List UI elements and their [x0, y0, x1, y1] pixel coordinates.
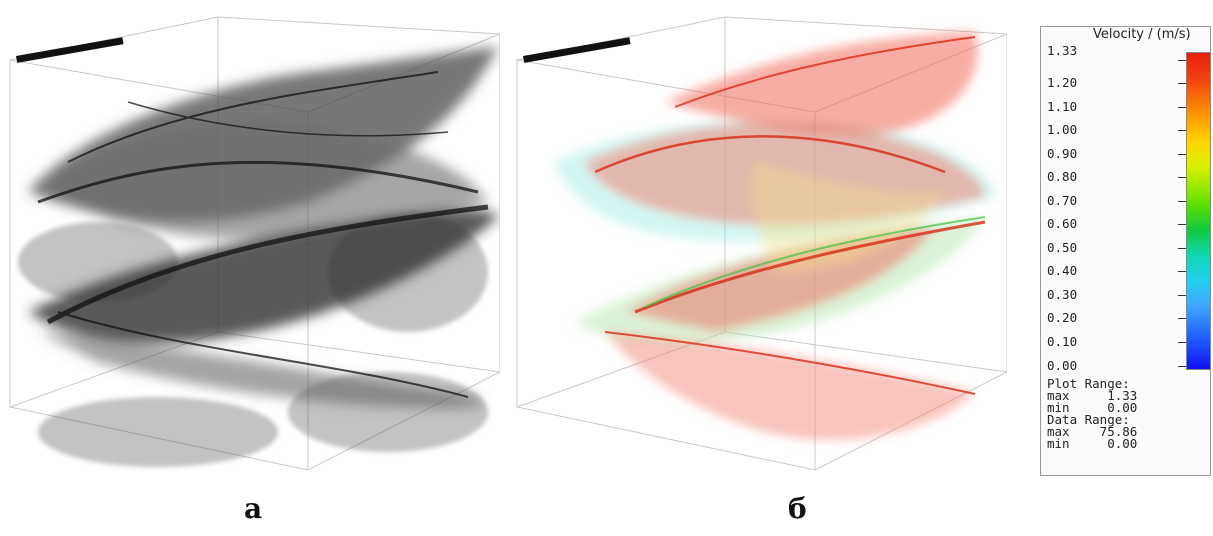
velocity-volume-svg	[516, 16, 1007, 471]
legend-title: Velocity / (m/s)	[1093, 27, 1191, 42]
velocity-volume-render	[515, 12, 1007, 482]
tick-mark	[1178, 107, 1186, 108]
tick-mark	[1178, 248, 1186, 249]
tick-label: 1.33	[1047, 43, 1078, 58]
tick-mark	[1178, 224, 1186, 225]
tick-label: 0.00	[1047, 358, 1078, 373]
velocity-legend: Velocity / (m/s) 1.33 1.20 1.10 1.00 0.9…	[1040, 26, 1211, 476]
tick-mark	[1178, 366, 1186, 367]
data-range-max: max 75.86	[1047, 424, 1138, 439]
tick-label: 0.40	[1047, 263, 1078, 278]
tick-label: 0.80	[1047, 169, 1078, 184]
tick-mark	[1178, 295, 1186, 296]
caption-a: а	[244, 492, 263, 525]
tick-mark	[1178, 271, 1186, 272]
tick-label: 0.90	[1047, 146, 1078, 161]
tick-mark	[1178, 83, 1186, 84]
tick-label: 0.10	[1047, 334, 1078, 349]
tick-mark	[1178, 342, 1186, 343]
plot-range-min: min 0.00	[1047, 400, 1138, 415]
tick-label: 1.20	[1047, 75, 1078, 90]
tick-mark	[1178, 177, 1186, 178]
tick-label: 1.10	[1047, 99, 1078, 114]
tick-label: 0.50	[1047, 240, 1078, 255]
tick-mark	[1178, 201, 1186, 202]
colorbar	[1186, 52, 1211, 370]
caption-b: б	[788, 492, 807, 525]
tick-mark	[1178, 60, 1186, 61]
plot-range-label: Plot Range:	[1047, 376, 1130, 391]
data-range-min: min 0.00	[1047, 436, 1138, 451]
grayscale-volume-svg	[9, 16, 500, 471]
tick-label: 1.00	[1047, 122, 1078, 137]
tick-mark	[1178, 130, 1186, 131]
tick-label: 0.60	[1047, 216, 1078, 231]
tick-label: 0.20	[1047, 310, 1078, 325]
tick-label: 0.70	[1047, 193, 1078, 208]
tick-label: 0.30	[1047, 287, 1078, 302]
tick-mark	[1178, 318, 1186, 319]
data-range-label: Data Range:	[1047, 412, 1130, 427]
tick-mark	[1178, 154, 1186, 155]
grayscale-volume-render	[8, 12, 500, 482]
plot-range-max: max 1.33	[1047, 388, 1138, 403]
